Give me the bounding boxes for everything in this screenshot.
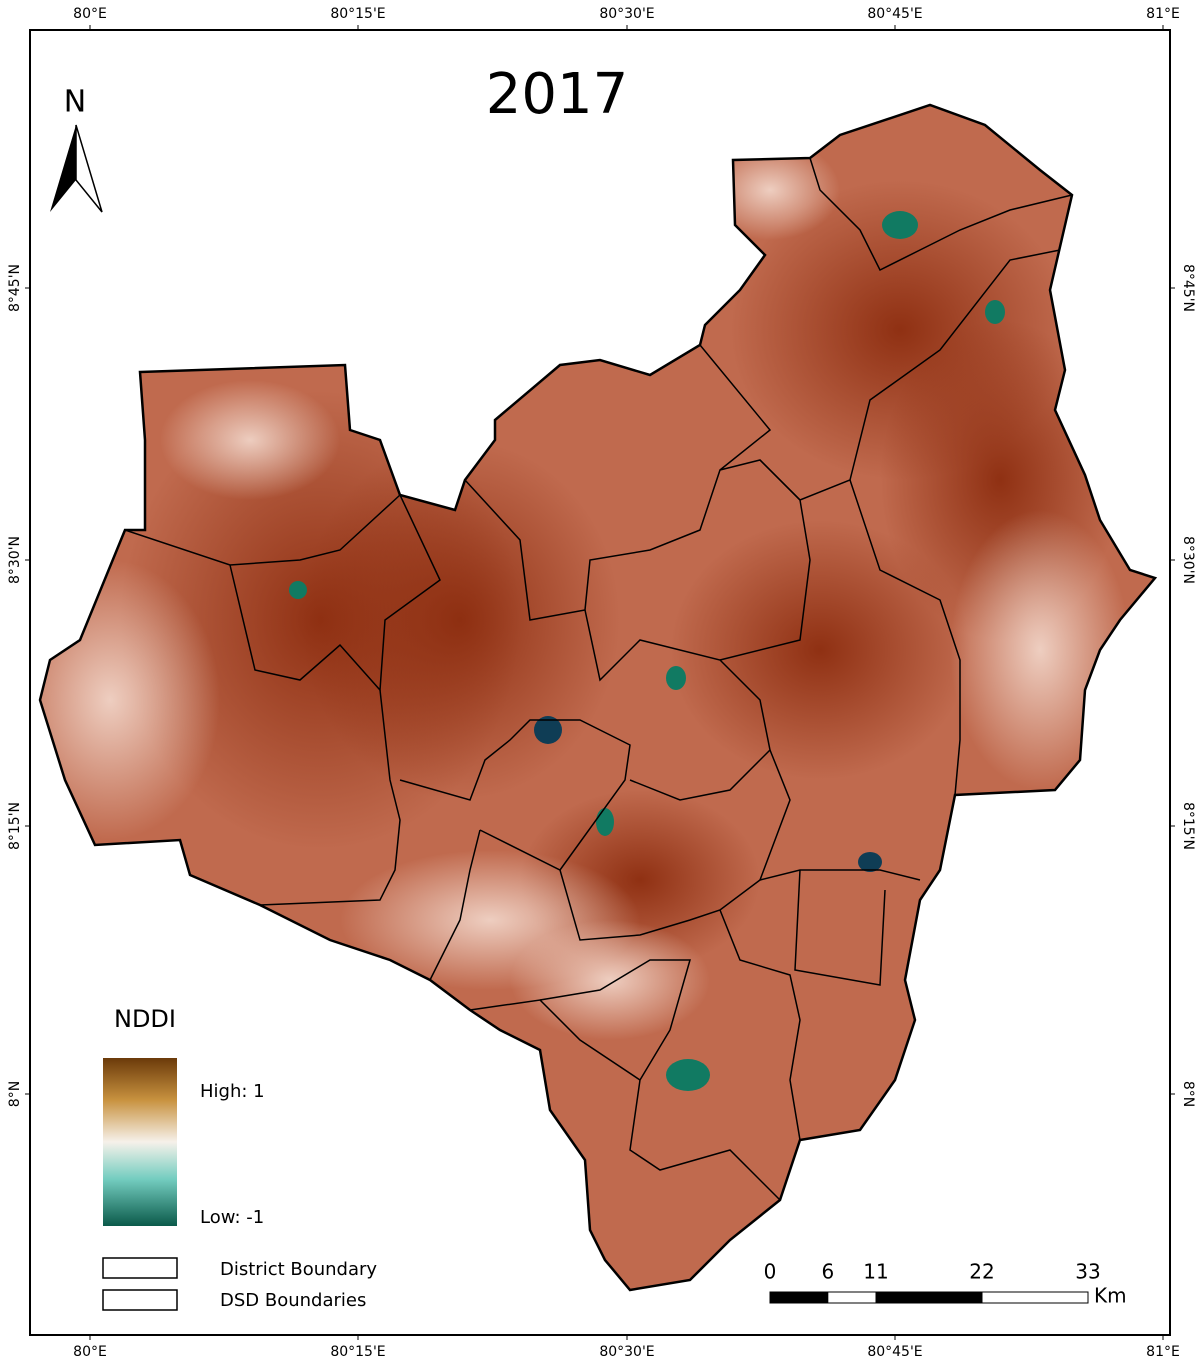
legend-item: District Boundary xyxy=(220,1259,377,1280)
longitude-label: 80°E xyxy=(73,1344,107,1360)
longitude-label: 80°E xyxy=(73,6,107,22)
north-arrow xyxy=(75,124,103,213)
legend-low: Low: -1 xyxy=(200,1207,264,1228)
latitude-label: 8°15'N xyxy=(1180,802,1196,850)
latitude-label: 8°N xyxy=(7,1081,23,1107)
legend-colorbar xyxy=(103,1058,177,1226)
longitude-label: 80°30'E xyxy=(599,6,654,22)
scale-segment xyxy=(769,1291,829,1304)
longitude-label: 80°15'E xyxy=(330,1344,385,1360)
legend-swatch xyxy=(102,1257,178,1279)
scale-label: 11 xyxy=(863,1260,888,1284)
scale-segment xyxy=(875,1291,983,1304)
scale-segment xyxy=(827,1291,877,1304)
scale-label: 22 xyxy=(969,1260,994,1284)
legend-swatch xyxy=(102,1289,178,1311)
scale-label: 0 xyxy=(764,1260,777,1284)
legend-item: DSD Boundaries xyxy=(220,1290,366,1311)
longitude-label: 80°30'E xyxy=(599,1344,654,1360)
latitude-label: 8°30'N xyxy=(7,536,23,584)
graticule: 80°E 80°15'E 80°30'E 80°45'E 81°E 80°E 80°15'E… xyxy=(7,6,1196,1360)
longitude-label: 80°45'E xyxy=(867,6,922,22)
north-arrow xyxy=(50,125,76,212)
latitude-label: 8°30'N xyxy=(1180,536,1196,584)
dsd-boundaries xyxy=(124,157,1073,1201)
latitude-label: 8°15'N xyxy=(7,802,23,850)
map-title: 2017 xyxy=(486,62,629,127)
scale-label: 33 xyxy=(1075,1260,1100,1284)
longitude-label: 80°15'E xyxy=(330,6,385,22)
scale-segment xyxy=(981,1291,1089,1304)
scale-unit: Km xyxy=(1094,1284,1127,1308)
latitude-label: 8°45'N xyxy=(7,264,23,312)
scale-label: 6 xyxy=(821,1260,834,1284)
north-label: N xyxy=(64,85,86,120)
legend-high: High: 1 xyxy=(200,1081,265,1102)
latitude-label: 8°45'N xyxy=(1180,264,1196,312)
latitude-label: 8°N xyxy=(1180,1081,1196,1107)
legend-title: NDDI xyxy=(114,1005,176,1033)
map-frame xyxy=(29,29,1171,1336)
longitude-label: 81°E xyxy=(1146,6,1180,22)
longitude-label: 80°45'E xyxy=(867,1344,922,1360)
longitude-label: 81°E xyxy=(1146,1344,1180,1360)
